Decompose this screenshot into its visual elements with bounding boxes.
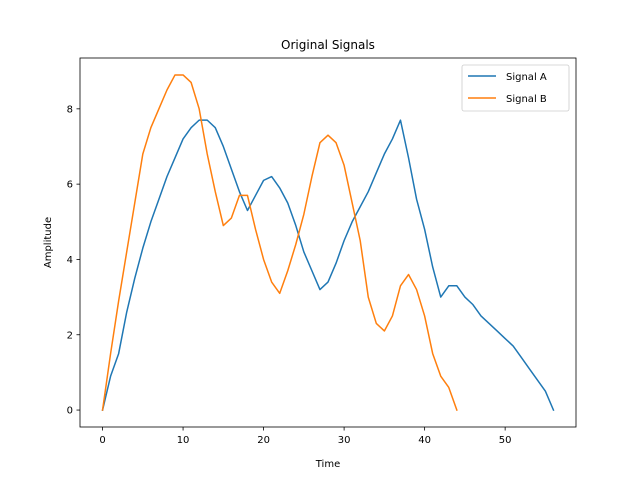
y-tick-label: 6 bbox=[67, 180, 73, 191]
x-axis: 0 10 20 30 40 50 bbox=[99, 427, 512, 446]
y-tick-label: 8 bbox=[67, 104, 73, 115]
x-tick-label: 40 bbox=[418, 435, 431, 446]
series-line-1 bbox=[101, 119, 555, 412]
x-tick-label: 50 bbox=[499, 435, 512, 446]
y-axis-label: Amplitude bbox=[43, 217, 54, 268]
legend: Signal A Signal B bbox=[461, 64, 570, 112]
y-tick-label: 4 bbox=[67, 255, 73, 266]
y-tick-label: 2 bbox=[67, 330, 73, 341]
legend-entry-1: Signal A bbox=[506, 72, 547, 83]
x-tick-label: 10 bbox=[177, 435, 190, 446]
x-tick-label: 0 bbox=[99, 435, 105, 446]
series-line-2 bbox=[101, 74, 458, 412]
series-layer bbox=[101, 74, 555, 412]
plot-frame bbox=[79, 57, 577, 428]
x-tick-label: 20 bbox=[257, 435, 270, 446]
y-axis: 0 2 4 6 8 bbox=[67, 104, 80, 417]
chart-title: Original Signals bbox=[281, 38, 375, 52]
legend-entry-2: Signal B bbox=[506, 94, 547, 105]
x-tick-label: 30 bbox=[338, 435, 351, 446]
y-tick-label: 0 bbox=[67, 406, 73, 417]
x-axis-label: Time bbox=[315, 459, 340, 470]
